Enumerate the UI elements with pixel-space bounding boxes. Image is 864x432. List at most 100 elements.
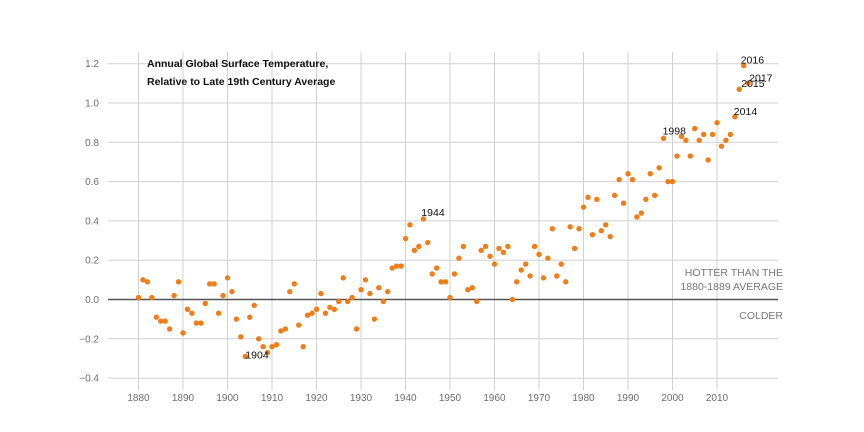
x-tick-label: 2010 xyxy=(706,393,729,404)
y-tick-label: 1.0 xyxy=(85,99,99,110)
data-point xyxy=(536,251,542,258)
year-label-2015: 2015 xyxy=(741,78,765,90)
data-point xyxy=(589,231,596,238)
data-point xyxy=(656,165,662,171)
data-point xyxy=(558,261,564,267)
y-tick-label: 1.2 xyxy=(85,59,99,70)
data-point xyxy=(594,196,600,202)
data-point xyxy=(482,243,489,250)
data-point xyxy=(344,298,351,305)
data-point xyxy=(389,265,395,271)
data-point xyxy=(447,294,453,301)
x-tick-label: 1990 xyxy=(617,393,640,404)
data-point xyxy=(687,153,693,159)
data-point xyxy=(465,286,471,293)
data-point xyxy=(491,261,498,267)
x-tick-label: 1960 xyxy=(483,393,506,404)
data-point xyxy=(229,288,235,295)
data-point xyxy=(393,263,400,269)
data-point xyxy=(505,243,511,250)
data-point xyxy=(153,314,159,320)
data-point xyxy=(425,239,431,246)
y-tick-label: 0.8 xyxy=(85,138,99,149)
data-point xyxy=(251,302,257,309)
data-point xyxy=(474,298,480,305)
data-point xyxy=(540,275,547,281)
data-point xyxy=(282,326,289,332)
data-point xyxy=(451,271,458,277)
data-point xyxy=(638,210,645,216)
data-point xyxy=(727,131,734,138)
data-point xyxy=(478,247,484,254)
data-point xyxy=(242,353,248,360)
data-point xyxy=(603,222,609,228)
data-point xyxy=(358,286,364,293)
chart-title-line-1: Annual Global Surface Temperature, xyxy=(147,58,328,70)
y-tick-label: 0.2 xyxy=(85,256,99,267)
data-point xyxy=(336,298,342,305)
grid-lines xyxy=(108,52,778,390)
data-point xyxy=(166,326,173,332)
data-point xyxy=(518,267,524,273)
data-point xyxy=(678,133,685,140)
data-point xyxy=(616,176,622,183)
x-tick-label: 1970 xyxy=(528,393,551,404)
data-point xyxy=(629,176,636,183)
data-point xyxy=(580,204,587,210)
data-point xyxy=(238,334,244,340)
x-tick-label: 2000 xyxy=(661,393,684,404)
data-point xyxy=(683,137,689,144)
data-point xyxy=(696,137,702,144)
data-point xyxy=(215,310,222,316)
data-point xyxy=(438,279,444,285)
data-point xyxy=(340,275,346,281)
data-point xyxy=(514,279,520,285)
data-point xyxy=(171,292,177,299)
data-point xyxy=(331,306,337,313)
y-tick-label: −0.2 xyxy=(79,334,99,345)
year-label-1904: 1904 xyxy=(245,349,269,361)
data-point xyxy=(718,143,725,149)
data-point xyxy=(144,279,151,285)
x-tick-label: 1930 xyxy=(350,393,373,404)
data-point xyxy=(522,261,529,267)
data-point xyxy=(456,255,462,261)
data-point xyxy=(700,131,707,138)
data-point xyxy=(291,281,297,287)
data-point xyxy=(745,80,751,87)
data-points xyxy=(135,62,751,360)
data-point xyxy=(184,306,191,313)
data-point xyxy=(300,343,306,350)
x-tick-label: 1920 xyxy=(305,393,328,404)
chart-title-line-2: Relative to Late 19th Century Average xyxy=(147,76,335,88)
data-point xyxy=(135,294,142,301)
data-point xyxy=(643,196,649,202)
warmer-annotation-line-1: HOTTER THAN THE xyxy=(685,267,783,279)
data-point xyxy=(625,171,631,177)
data-point xyxy=(620,200,627,206)
y-tick-label: 0.4 xyxy=(85,216,99,227)
x-tick-label: 1940 xyxy=(394,393,417,404)
data-point xyxy=(260,343,266,350)
data-point xyxy=(304,312,311,318)
data-point xyxy=(207,281,213,287)
data-point xyxy=(500,249,507,256)
data-point xyxy=(193,320,200,326)
x-tick-label: 1950 xyxy=(439,393,462,404)
data-point xyxy=(469,285,475,291)
data-point xyxy=(398,263,404,269)
data-point xyxy=(669,178,676,185)
y-tick-label: −0.4 xyxy=(79,374,99,385)
data-point xyxy=(652,192,658,199)
data-point xyxy=(411,247,418,254)
data-point xyxy=(162,318,168,324)
data-point xyxy=(224,275,231,281)
data-point xyxy=(180,330,186,336)
data-point xyxy=(189,310,195,316)
year-labels: 1904 1944 1998 2014 2015 2016 2017 xyxy=(245,55,772,362)
data-point xyxy=(576,226,582,232)
data-point xyxy=(607,233,613,240)
data-point xyxy=(741,62,747,69)
data-point xyxy=(327,304,333,311)
